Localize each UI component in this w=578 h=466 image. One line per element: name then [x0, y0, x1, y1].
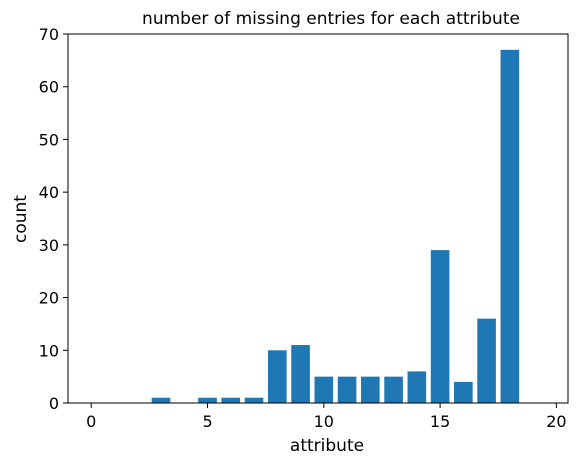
x-tick-label: 20 — [546, 412, 566, 431]
y-axis-ticks: 0 10 20 30 40 50 60 70 — [39, 25, 68, 413]
chart-title: number of missing entries for each attri… — [142, 9, 520, 29]
bar-attribute-8 — [268, 350, 287, 403]
bar-attribute-13 — [384, 376, 403, 403]
y-tick-label: 0 — [49, 394, 59, 413]
bar-attribute-12 — [361, 376, 380, 403]
bar-attribute-6 — [221, 397, 241, 403]
y-tick-label: 60 — [39, 78, 59, 97]
x-tick-label: 15 — [430, 412, 450, 431]
x-tick-label: 5 — [202, 412, 212, 431]
bar-attribute-11 — [337, 376, 357, 403]
x-tick-label: 0 — [86, 412, 96, 431]
bar-attribute-17 — [477, 318, 496, 403]
y-tick-label: 40 — [39, 183, 59, 202]
y-tick-label: 20 — [39, 289, 59, 308]
bar-attribute-3 — [151, 397, 171, 403]
bar-attribute-7 — [244, 397, 264, 403]
y-tick-label: 70 — [39, 25, 59, 44]
x-tick-label: 10 — [314, 412, 334, 431]
bar-attribute-10 — [314, 376, 334, 403]
bar-attribute-5 — [198, 397, 217, 403]
bar-attribute-14 — [407, 371, 427, 403]
y-tick-label: 50 — [39, 130, 59, 149]
x-axis-ticks: 0 5 10 15 20 — [86, 403, 567, 431]
bar-attribute-9 — [291, 345, 310, 403]
x-axis-label: attribute — [290, 436, 364, 456]
y-tick-label: 30 — [39, 236, 59, 255]
bar-attribute-15 — [430, 250, 450, 403]
bar-attribute-18 — [500, 49, 520, 404]
bars-group — [151, 49, 520, 404]
plot-frame — [67, 33, 569, 404]
y-axis-label: count — [11, 195, 31, 243]
y-tick-label: 10 — [39, 341, 59, 360]
bar-attribute-16 — [454, 381, 473, 403]
